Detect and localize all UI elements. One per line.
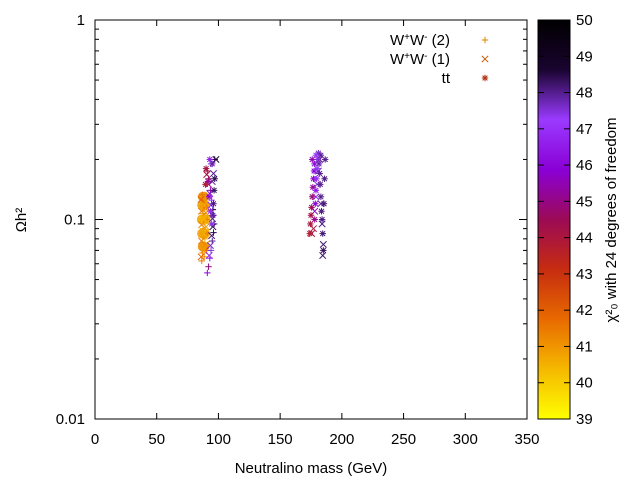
data-point [317,193,325,200]
colorbar [537,19,571,420]
colorbar-tick-label: 50 [576,12,593,29]
data-point [210,187,218,194]
data-point [317,181,324,188]
y-tick-label: 1 [77,12,85,29]
data-point [201,253,208,261]
data-point [318,216,326,223]
data-point [202,165,210,172]
data-point [320,200,328,207]
x-tick-label: 250 [391,431,416,448]
legend-marker [481,74,489,82]
legend-label: tt [442,70,451,87]
data-point [208,220,215,228]
data-point [205,251,213,260]
colorbar-tick-label: 42 [576,302,593,319]
colorbar-tick-label: 44 [576,230,593,247]
colorbar-tick-label: 46 [576,157,593,174]
data-point [312,187,320,194]
data-point [309,156,316,163]
plot-area [94,19,528,420]
data-point [202,209,210,217]
data-point [320,247,327,254]
data-point [307,220,314,228]
data-point [199,191,206,198]
y-tick-label: 0.01 [56,411,85,428]
colorbar-tick-label: 49 [576,48,593,65]
colorbar-tick-label: 41 [576,338,593,355]
x-tick-label: 350 [514,431,539,448]
x-axis-ticks: 0 50 100 150 200 250 300 350 [91,20,540,448]
data-point [203,170,211,179]
data-point [205,193,213,200]
data-point [312,200,319,207]
data-point [197,207,206,215]
data-point [197,195,205,204]
data-point [315,160,323,168]
data-point [321,175,328,182]
data-point [208,232,216,240]
y-axis-label: Ωh² [13,208,30,233]
legend: W+W- (2)W+W- (1)tt [390,32,489,87]
data-point [306,230,313,237]
colorbar-tick-label: 47 [576,121,593,138]
data-point [209,212,217,219]
data-point [202,181,209,188]
colorbar-tick-label: 39 [576,411,593,428]
legend-label: W+W- (2) [390,32,450,50]
data-point [209,160,216,168]
x-tick-label: 200 [329,431,354,448]
data-point [204,269,211,277]
data-point [200,215,208,223]
data-point [200,230,208,238]
x-tick-label: 300 [453,431,478,448]
legend-label: W+W- (1) [390,51,450,69]
data-point [209,169,218,178]
data-point [198,257,205,265]
data-point [200,201,208,209]
data-point [311,216,318,223]
data-point [309,193,316,200]
data-point [319,251,327,260]
data-point [319,240,327,248]
data-point [309,225,318,233]
x-tick-label: 150 [268,431,293,448]
data-point [210,229,217,236]
data-point [197,253,205,261]
data-point [207,247,215,254]
colorbar-label: χ²₀ with 24 degrees of freedom [603,117,620,322]
data-point [319,230,326,237]
data-point [321,156,329,163]
data-point [206,156,213,163]
data-point [313,175,320,182]
x-tick-label: 0 [91,431,99,448]
colorbar-tick-label: 45 [576,193,593,210]
y-tick-label: 0.1 [64,212,85,229]
colorbar-ticks: 39 40 41 42 43 44 45 46 47 48 49 50 [538,12,593,428]
data-point [202,223,210,231]
data-point [205,263,212,270]
data-point [211,175,218,182]
colorbar-tick-label: 43 [576,266,593,283]
x-tick-label: 100 [206,431,231,448]
data-point [210,200,217,207]
data-point [318,208,325,215]
data-point [202,240,210,248]
colorbar-tick-label: 40 [576,375,593,392]
data-point [198,221,206,229]
x-axis-label: Neutralino mass (GeV) [235,460,388,477]
legend-marker [481,36,489,44]
colorbar-tick-label: 48 [576,85,593,102]
data-point [316,170,323,177]
x-tick-label: 50 [148,431,165,448]
legend-marker [481,55,489,63]
scatter-points [196,149,329,277]
data-point [201,235,209,243]
y-axis-ticks: 0.01 0.1 1 [56,12,527,428]
data-point [206,242,214,250]
data-point [212,155,220,163]
data-point [197,237,206,245]
